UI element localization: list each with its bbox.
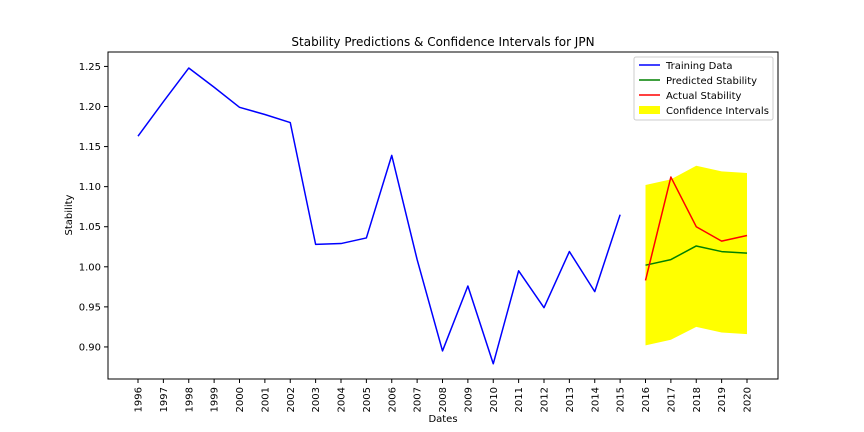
y-tick-label-1.15: 1.15 xyxy=(79,142,101,153)
x-tick-label-2005: 2005 xyxy=(362,387,373,412)
x-tick-label-2009: 2009 xyxy=(463,387,474,412)
x-tick-label-2002: 2002 xyxy=(286,387,297,412)
legend-label-confidence-intervals: Confidence Intervals xyxy=(666,106,769,117)
x-tick-label-2018: 2018 xyxy=(692,387,703,412)
legend-label-predicted-stability: Predicted Stability xyxy=(666,76,757,87)
x-tick-label-2020: 2020 xyxy=(743,387,754,412)
x-tick-label-1996: 1996 xyxy=(134,387,145,412)
x-tick-label-2012: 2012 xyxy=(540,387,551,412)
legend-frame xyxy=(633,56,774,121)
chart-title: Stability Predictions & Confidence Inter… xyxy=(291,35,594,49)
x-tick-label-2007: 2007 xyxy=(413,387,424,412)
y-tick-label-0.90: 0.90 xyxy=(79,342,101,353)
y-tick-label-1.10: 1.10 xyxy=(79,182,101,193)
y-tick-label-0.95: 0.95 xyxy=(79,302,101,313)
y-tick-label-1.20: 1.20 xyxy=(79,102,101,113)
x-tick-label-1999: 1999 xyxy=(210,387,221,412)
x-tick-label-2000: 2000 xyxy=(235,387,246,412)
legend: Training Data Predicted Stability Actual… xyxy=(633,56,774,121)
x-tick-label-1998: 1998 xyxy=(184,387,195,412)
y-tick-label-1.00: 1.00 xyxy=(79,262,101,273)
y-tick-label-1.25: 1.25 xyxy=(79,62,101,73)
x-tick-label-2017: 2017 xyxy=(666,387,677,412)
x-tick-label-2013: 2013 xyxy=(565,387,576,412)
y-tick-label-1.05: 1.05 xyxy=(79,222,101,233)
x-tick-label-2004: 2004 xyxy=(337,387,348,412)
x-tick-label-2015: 2015 xyxy=(616,387,627,412)
series-layer xyxy=(137,67,748,365)
x-tick-label-2010: 2010 xyxy=(489,387,500,412)
x-tick-label-2014: 2014 xyxy=(590,387,601,412)
y-axis: 0.90 0.95 1.00 1.05 1.10 1.15 1.20 1.25 xyxy=(79,62,108,353)
x-tick-label-1997: 1997 xyxy=(159,387,170,412)
x-tick-label-2008: 2008 xyxy=(438,387,449,412)
x-tick-label-2016: 2016 xyxy=(641,387,652,412)
confidence-interval-band xyxy=(645,165,747,346)
legend-label-training-data: Training Data xyxy=(665,61,733,72)
x-axis: 1996 1997 1998 1999 2000 2001 2002 2003 2004 2005… xyxy=(134,379,754,412)
x-axis-label: Dates xyxy=(428,414,457,425)
confidence-interval-layer xyxy=(645,165,747,346)
x-tick-label-2001: 2001 xyxy=(260,387,271,412)
x-tick-label-2019: 2019 xyxy=(717,387,728,412)
legend-label-actual-stability: Actual Stability xyxy=(666,91,742,102)
x-tick-label-2006: 2006 xyxy=(387,387,398,412)
y-axis-label: Stability xyxy=(64,194,75,235)
x-tick-label-2011: 2011 xyxy=(514,387,525,412)
series-line-training-data xyxy=(137,67,621,365)
legend-swatch-confidence-intervals xyxy=(639,106,660,114)
x-tick-label-2003: 2003 xyxy=(311,387,322,412)
